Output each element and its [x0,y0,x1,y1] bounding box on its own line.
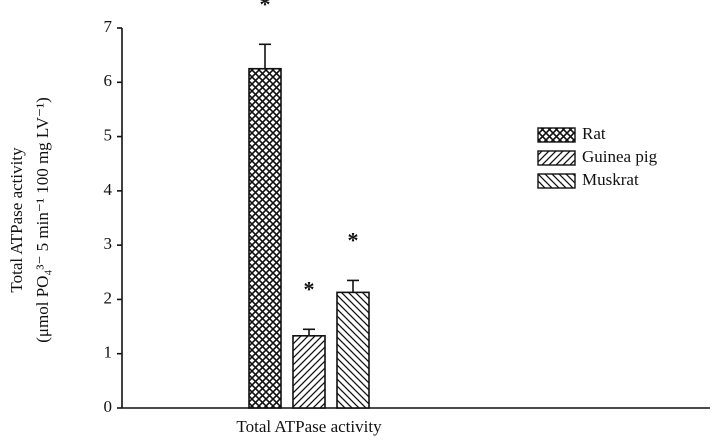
y-tick-label: 3 [104,234,113,253]
y-tick-label: 5 [104,125,113,144]
legend-swatch [537,150,576,166]
legend-swatch [537,127,576,143]
y-tick-label: 2 [104,288,113,307]
significance-marker: * [260,0,271,16]
bar [292,334,326,409]
y-tick-label: 0 [104,397,113,416]
bar [336,291,370,409]
bar [248,67,282,409]
legend-swatch [537,173,576,189]
y-tick-label: 6 [104,71,113,90]
y-axis-label: Total ATPase activity [7,147,26,293]
legend-label: Rat [582,124,606,143]
legend-label: Muskrat [582,170,639,189]
y-axis-label: (μmol PO₄³⁻ 5 min⁻¹ 100 mg LV⁻¹) [33,97,52,343]
x-tick-label: Total ATPase activity [236,417,382,436]
y-tick-label: 1 [104,343,113,362]
y-tick-label: 7 [104,17,113,36]
significance-marker: * [304,276,315,301]
y-tick-label: 4 [104,180,113,199]
legend-label: Guinea pig [582,147,658,166]
significance-marker: * [348,227,359,252]
